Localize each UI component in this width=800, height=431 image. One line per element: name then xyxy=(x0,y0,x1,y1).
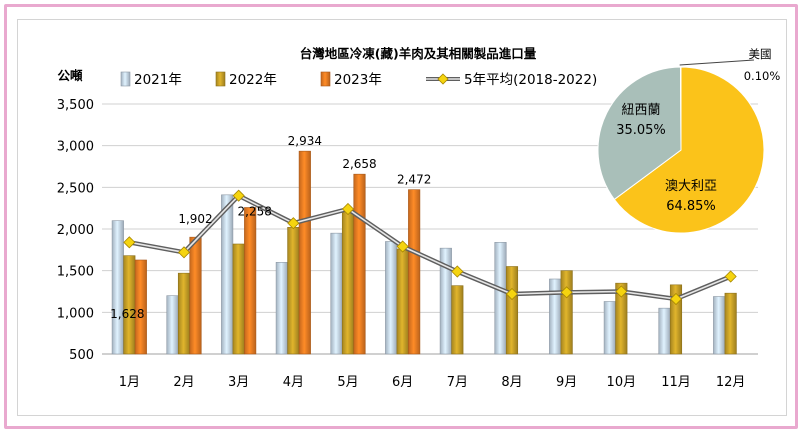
bar-2021年-4月 xyxy=(275,262,288,355)
bar-2022年-6月 xyxy=(396,248,409,355)
gridlines xyxy=(102,103,758,355)
y-tick-label: 500 xyxy=(69,348,94,363)
pie-slice-美國 xyxy=(679,66,682,151)
bar-2023年-3月 xyxy=(244,207,257,355)
bar-2023年-1月 xyxy=(134,259,147,355)
legend-swatch-2022年 xyxy=(215,71,226,87)
pie-label-pct: 64.85% xyxy=(666,199,716,214)
pie-label-pct: 35.05% xyxy=(616,123,666,138)
bar-2022年-12月 xyxy=(724,292,737,355)
average-point-12月 xyxy=(724,270,737,283)
average-point-9月 xyxy=(560,286,573,299)
average-point-11月 xyxy=(669,292,683,306)
average-point-10月 xyxy=(615,285,628,298)
legend-swatch-2021年 xyxy=(120,71,131,87)
x-tick-label: 11月 xyxy=(661,375,691,390)
legend: 2021年 2022年 2023年 5年平均(2018-2022) xyxy=(120,71,597,88)
average-line xyxy=(123,189,737,306)
average-point-6月 xyxy=(396,240,409,253)
bars xyxy=(111,150,737,355)
bar-2023年-6月 xyxy=(408,189,421,355)
bar-2021年-1月 xyxy=(111,220,124,355)
bar-2022年-4月 xyxy=(287,227,300,355)
average-point-1月 xyxy=(123,236,136,249)
bar-2021年-3月 xyxy=(221,194,234,355)
chart-area: 台灣地區冷凍(藏)羊肉及其相關製品進口量 公噸 500 1,000 1,500 2,0… xyxy=(17,19,787,416)
y-tick-label: 2,000 xyxy=(57,223,94,238)
x-tick-label: 7月 xyxy=(447,375,468,390)
x-tick-label: 9月 xyxy=(556,375,577,390)
average-point-4月 xyxy=(287,217,300,230)
bar-2021年-5月 xyxy=(330,232,343,355)
average-point-2月 xyxy=(177,246,191,259)
average-line-path xyxy=(129,194,731,300)
pie-label-name: 美國 xyxy=(749,47,772,61)
bar-2022年-11月 xyxy=(669,284,683,355)
y-axis-ticks: 500 1,000 1,500 2,000 2,500 3,000 3,500 xyxy=(57,98,94,363)
x-tick-label: 8月 xyxy=(501,375,522,390)
bar-2022年-7月 xyxy=(451,285,464,355)
legend-label: 2021年 xyxy=(134,72,182,88)
bar-2022年-10月 xyxy=(615,282,628,355)
legend-swatch-2023年 xyxy=(320,71,331,87)
legend-label: 2022年 xyxy=(229,72,277,88)
import-volume-chart: 台灣地區冷凍(藏)羊肉及其相關製品進口量 公噸 500 1,000 1,500 2,0… xyxy=(57,46,781,390)
y-tick-label: 1,500 xyxy=(57,265,94,280)
bar-2022年-9月 xyxy=(560,270,573,355)
data-label-5月: 2,658 xyxy=(342,157,376,171)
bar-2023年-5月 xyxy=(353,173,366,355)
bar-2021年-10月 xyxy=(603,301,616,355)
x-tick-label: 12月 xyxy=(716,375,746,390)
average-point-8月 xyxy=(505,287,519,301)
x-tick-label: 4月 xyxy=(283,375,304,390)
pie-label-name: 紐西蘭 xyxy=(621,102,660,118)
x-tick-label: 10月 xyxy=(607,375,637,390)
x-tick-label: 5月 xyxy=(337,375,358,390)
y-tick-label: 2,500 xyxy=(57,181,94,196)
data-label-6月: 2,472 xyxy=(397,173,431,187)
bar-2021年-2月 xyxy=(166,295,179,355)
data-labels: 1,628 1,902 2,258 2,934 2,658 2,472 xyxy=(110,134,431,321)
x-tick-label: 1月 xyxy=(119,375,140,390)
bar-2022年-3月 xyxy=(232,243,245,355)
y-axis-label: 公噸 xyxy=(57,68,83,83)
data-label-2月: 1,902 xyxy=(178,212,212,226)
data-label-3月: 2,258 xyxy=(237,205,271,219)
bar-2022年-5月 xyxy=(341,210,355,355)
y-tick-label: 1,000 xyxy=(57,306,94,321)
pie-slice-紐西蘭 xyxy=(597,66,682,201)
bar-2021年-11月 xyxy=(658,307,671,355)
average-point-5月 xyxy=(341,202,355,216)
data-label-1月: 1,628 xyxy=(110,307,144,321)
pie-slice-澳大利亞 xyxy=(613,66,765,234)
average-point-3月 xyxy=(232,189,245,202)
bar-2022年-2月 xyxy=(177,272,191,355)
data-label-4月: 2,934 xyxy=(288,134,322,148)
x-tick-label: 6月 xyxy=(392,375,413,390)
legend-label: 5年平均(2018-2022) xyxy=(464,72,597,88)
chart-title: 台灣地區冷凍(藏)羊肉及其相關製品進口量 xyxy=(300,46,537,61)
pie-label-name: 澳大利亞 xyxy=(665,178,717,194)
average-point-7月 xyxy=(451,265,464,278)
bar-2021年-9月 xyxy=(549,278,562,355)
bar-2023年-4月 xyxy=(298,150,311,355)
bar-2022年-8月 xyxy=(505,266,519,355)
x-tick-label: 2月 xyxy=(173,375,194,390)
pie-leader-line xyxy=(679,59,755,66)
x-axis-ticks: 1月 2月 3月 4月 5月 6月 7月 8月 9月 10月 11月 12月 xyxy=(119,375,746,390)
pie-label-pct: 0.10% xyxy=(744,69,781,83)
legend-marker xyxy=(437,73,449,85)
bar-2021年-6月 xyxy=(385,241,398,355)
bar-2021年-8月 xyxy=(494,242,507,355)
legend-label: 2023年 xyxy=(334,72,382,88)
y-tick-label: 3,000 xyxy=(57,140,94,155)
x-tick-label: 3月 xyxy=(228,375,249,390)
bar-2022年-1月 xyxy=(123,255,136,355)
bar-2023年-2月 xyxy=(189,236,202,355)
y-tick-label: 3,500 xyxy=(57,98,94,113)
bar-2021年-12月 xyxy=(713,296,726,355)
country-share-pie: 澳大利亞 64.85% 紐西蘭 35.05% 美國 0.10% xyxy=(597,47,781,234)
chart-frame: 台灣地區冷凍(藏)羊肉及其相關製品進口量 公噸 500 1,000 1,500 2,0… xyxy=(4,4,798,429)
